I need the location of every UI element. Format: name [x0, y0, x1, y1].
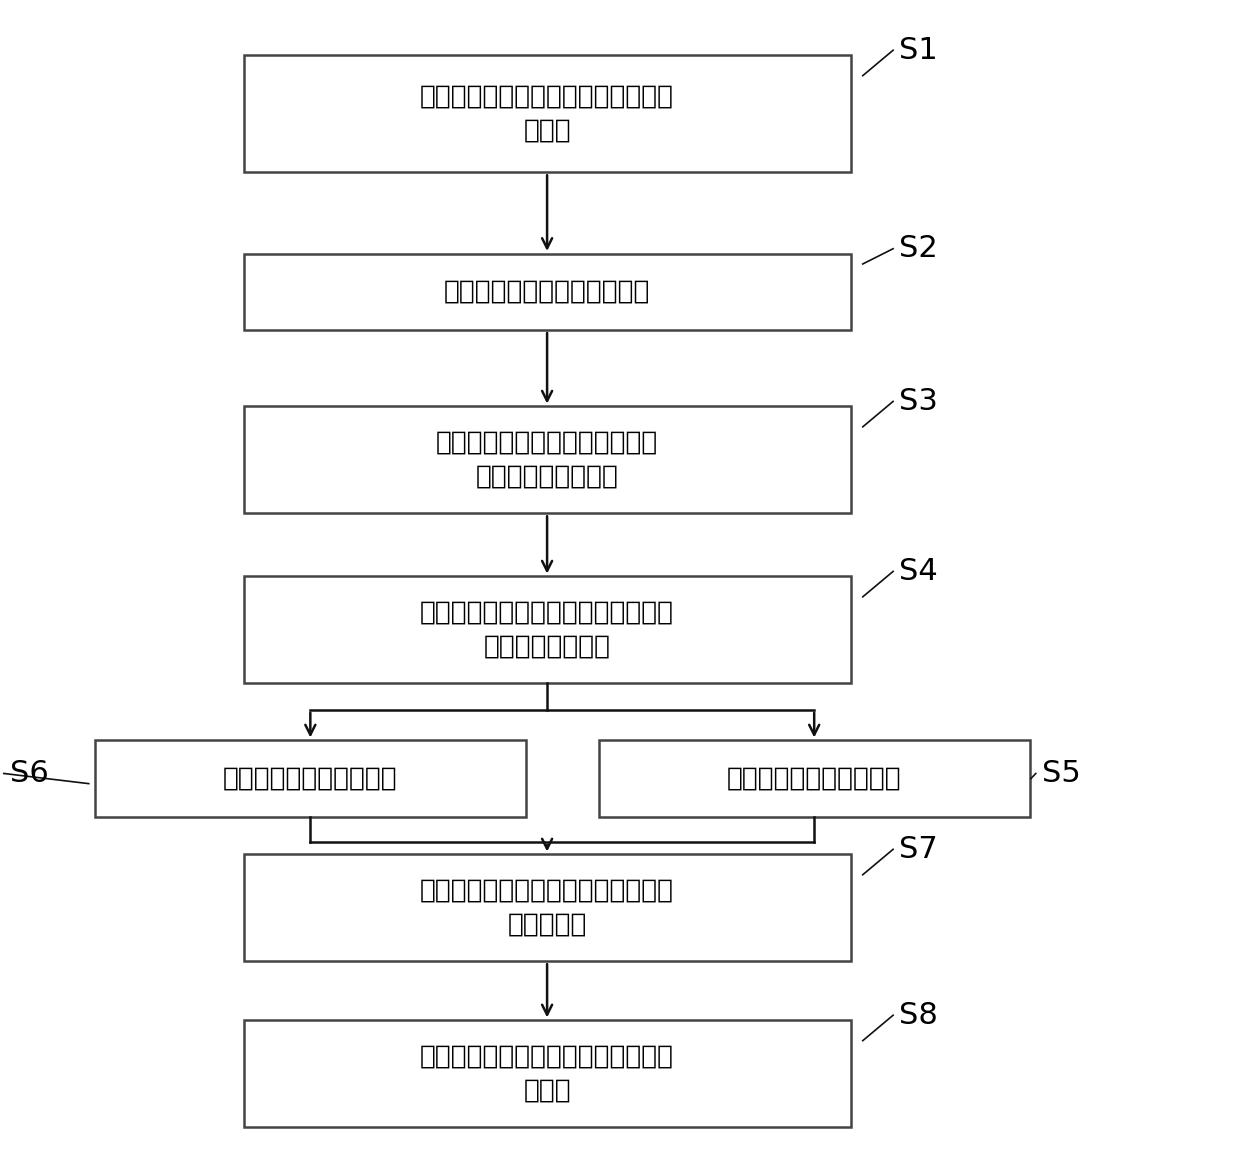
Text: 所涉及物理场模型的建立及模型
有效性和正确性验证: 所涉及物理场模型的建立及模型 有效性和正确性验证 — [436, 430, 658, 490]
Text: 全局多场耦合问题的解耦: 全局多场耦合问题的解耦 — [223, 765, 398, 792]
Text: S1: S1 — [899, 36, 937, 65]
Text: 子问题（子模块）耦合模型的建立及
有效性验证: 子问题（子模块）耦合模型的建立及 有效性验证 — [420, 878, 675, 938]
Text: 各物理场耦合形式的确定: 各物理场耦合形式的确定 — [727, 765, 901, 792]
Bar — [599, 741, 1029, 817]
Text: S2: S2 — [899, 234, 937, 263]
Text: S3: S3 — [899, 387, 937, 415]
Text: 轮毂电机驱动系统具体结构和研究问
题分析: 轮毂电机驱动系统具体结构和研究问 题分析 — [420, 84, 675, 144]
Text: S6: S6 — [10, 759, 48, 788]
Text: 从局部两场耦合模型入手进行各物理
场耦联机理的分析: 从局部两场耦合模型入手进行各物理 场耦联机理的分析 — [420, 600, 675, 660]
Bar — [243, 55, 851, 172]
Bar — [243, 1020, 851, 1127]
Bar — [243, 406, 851, 514]
Bar — [243, 854, 851, 961]
Bar — [243, 577, 851, 683]
Bar — [94, 741, 526, 817]
Text: S5: S5 — [1042, 759, 1080, 788]
Text: S7: S7 — [899, 834, 937, 864]
Bar — [243, 254, 851, 330]
Text: S4: S4 — [899, 557, 937, 586]
Text: 轮毂电机驱动系统全局耦合分析模型
的建立: 轮毂电机驱动系统全局耦合分析模型 的建立 — [420, 1043, 675, 1103]
Text: S8: S8 — [899, 1001, 937, 1029]
Text: 研究问题所涉及物理场的确定: 研究问题所涉及物理场的确定 — [444, 279, 650, 305]
